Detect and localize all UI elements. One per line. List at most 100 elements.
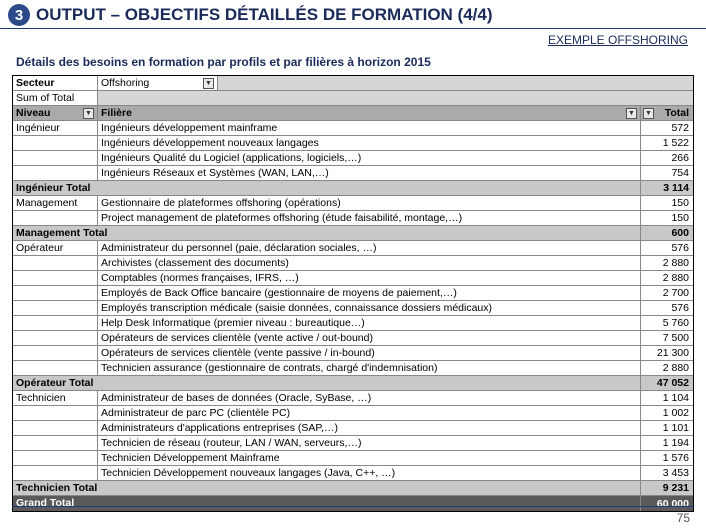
grand-total-value: 60 000: [641, 496, 693, 511]
section-badge: 3: [8, 4, 30, 26]
dropdown-icon[interactable]: ▼: [83, 108, 94, 119]
total-header[interactable]: ▼Total: [641, 106, 693, 120]
filiere-cell: Ingénieurs développement nouveaux langag…: [98, 136, 641, 150]
filiere-cell: Comptables (normes françaises, IFRS, …): [98, 271, 641, 285]
filiere-cell: Technicien assurance (gestionnaire de co…: [98, 361, 641, 375]
value-cell: 1 104: [641, 391, 693, 405]
dropdown-icon[interactable]: ▼: [626, 108, 637, 119]
niveau-cell: [13, 256, 98, 270]
dropdown-icon[interactable]: ▼: [643, 108, 654, 119]
filiere-cell: Administrateur de parc PC (clientèle PC): [98, 406, 641, 420]
niveau-cell: Ingénieur: [13, 121, 98, 135]
secteur-row: SecteurOffshoring▼: [13, 76, 693, 91]
niveau-header[interactable]: Niveau▼: [13, 106, 98, 120]
niveau-cell: [13, 361, 98, 375]
niveau-cell: [13, 316, 98, 330]
grand-total-label: Grand Total: [13, 496, 641, 511]
filiere-cell: Opérateurs de services clientèle (vente …: [98, 346, 641, 360]
niveau-cell: [13, 466, 98, 480]
filiere-cell: Archivistes (classement des documents): [98, 256, 641, 270]
niveau-cell: [13, 301, 98, 315]
table-row: Project management de plateformes offsho…: [13, 211, 693, 226]
pivot-table: SecteurOffshoring▼Sum of TotalNiveau▼Fil…: [12, 75, 694, 512]
niveau-cell: [13, 211, 98, 225]
value-cell: 2 700: [641, 286, 693, 300]
example-subtitle: EXEMPLE OFFSHORING: [548, 33, 688, 47]
table-row: Technicien de réseau (routeur, LAN / WAN…: [13, 436, 693, 451]
filiere-cell: Help Desk Informatique (premier niveau :…: [98, 316, 641, 330]
table-caption: Détails des besoins en formation par pro…: [0, 53, 706, 75]
footer-rule: [12, 506, 694, 507]
table-row: Employés de Back Office bancaire (gestio…: [13, 286, 693, 301]
table-row: Technicien assurance (gestionnaire de co…: [13, 361, 693, 376]
value-cell: 1 576: [641, 451, 693, 465]
blank-area: [218, 76, 693, 90]
value-cell: 754: [641, 166, 693, 180]
value-cell: 2 880: [641, 271, 693, 285]
value-cell: 7 500: [641, 331, 693, 345]
filiere-cell: Technicien Développement nouveaux langag…: [98, 466, 641, 480]
subtotal-value: 9 231: [641, 481, 693, 495]
filiere-cell: Ingénieurs Réseaux et Systèmes (WAN, LAN…: [98, 166, 641, 180]
value-cell: 150: [641, 211, 693, 225]
grand-total-row: Grand Total60 000: [13, 496, 693, 511]
subtitle-row: EXEMPLE OFFSHORING: [0, 29, 706, 53]
filiere-cell: Administrateur de bases de données (Orac…: [98, 391, 641, 405]
filiere-cell: Technicien Développement Mainframe: [98, 451, 641, 465]
subtotal-row: Management Total600: [13, 226, 693, 241]
value-cell: 2 880: [641, 361, 693, 375]
subtotal-row: Technicien Total9 231: [13, 481, 693, 496]
page-title: OUTPUT – OBJECTIFS DÉTAILLÉS DE FORMATIO…: [36, 5, 493, 25]
page-number: 75: [677, 511, 690, 525]
dropdown-icon[interactable]: ▼: [203, 78, 214, 89]
table-row: Employés transcription médicale (saisie …: [13, 301, 693, 316]
niveau-cell: [13, 436, 98, 450]
filiere-cell: Employés de Back Office bancaire (gestio…: [98, 286, 641, 300]
value-cell: 572: [641, 121, 693, 135]
sum-label: Sum of Total: [13, 91, 98, 105]
value-cell: 5 760: [641, 316, 693, 330]
value-cell: 1 522: [641, 136, 693, 150]
subtotal-label: Ingénieur Total: [13, 181, 641, 195]
table-row: Comptables (normes françaises, IFRS, …)2…: [13, 271, 693, 286]
value-cell: 1 101: [641, 421, 693, 435]
niveau-cell: [13, 151, 98, 165]
value-cell: 150: [641, 196, 693, 210]
niveau-cell: [13, 406, 98, 420]
secteur-value[interactable]: Offshoring▼: [98, 76, 218, 90]
filiere-header[interactable]: Filière▼: [98, 106, 641, 120]
filiere-cell: Administrateur du personnel (paie, décla…: [98, 241, 641, 255]
table-row: Technicien Développement Mainframe1 576: [13, 451, 693, 466]
niveau-cell: [13, 421, 98, 435]
table-row: OpérateurAdministrateur du personnel (pa…: [13, 241, 693, 256]
table-row: Ingénieurs développement nouveaux langag…: [13, 136, 693, 151]
page-header: 3 OUTPUT – OBJECTIFS DÉTAILLÉS DE FORMAT…: [0, 0, 706, 29]
value-cell: 576: [641, 301, 693, 315]
niveau-cell: Technicien: [13, 391, 98, 405]
niveau-cell: Opérateur: [13, 241, 98, 255]
table-row: Administrateur de parc PC (clientèle PC)…: [13, 406, 693, 421]
subtotal-row: Opérateur Total47 052: [13, 376, 693, 391]
table-row: Administrateurs d'applications entrepris…: [13, 421, 693, 436]
filiere-cell: Gestionnaire de plateformes offshoring (…: [98, 196, 641, 210]
subtotal-label: Technicien Total: [13, 481, 641, 495]
value-cell: 1 194: [641, 436, 693, 450]
filiere-cell: Ingénieurs Qualité du Logiciel (applicat…: [98, 151, 641, 165]
subtotal-label: Opérateur Total: [13, 376, 641, 390]
niveau-cell: [13, 286, 98, 300]
value-cell: 1 002: [641, 406, 693, 420]
table-row: Archivistes (classement des documents)2 …: [13, 256, 693, 271]
niveau-cell: Management: [13, 196, 98, 210]
niveau-cell: [13, 331, 98, 345]
column-header-row: Niveau▼Filière▼▼Total: [13, 106, 693, 121]
niveau-cell: [13, 136, 98, 150]
table-row: Ingénieurs Réseaux et Systèmes (WAN, LAN…: [13, 166, 693, 181]
subtotal-label: Management Total: [13, 226, 641, 240]
value-cell: 2 880: [641, 256, 693, 270]
filiere-cell: Opérateurs de services clientèle (vente …: [98, 331, 641, 345]
niveau-cell: [13, 166, 98, 180]
niveau-cell: [13, 346, 98, 360]
niveau-cell: [13, 271, 98, 285]
sum-row: Sum of Total: [13, 91, 693, 106]
value-cell: 266: [641, 151, 693, 165]
